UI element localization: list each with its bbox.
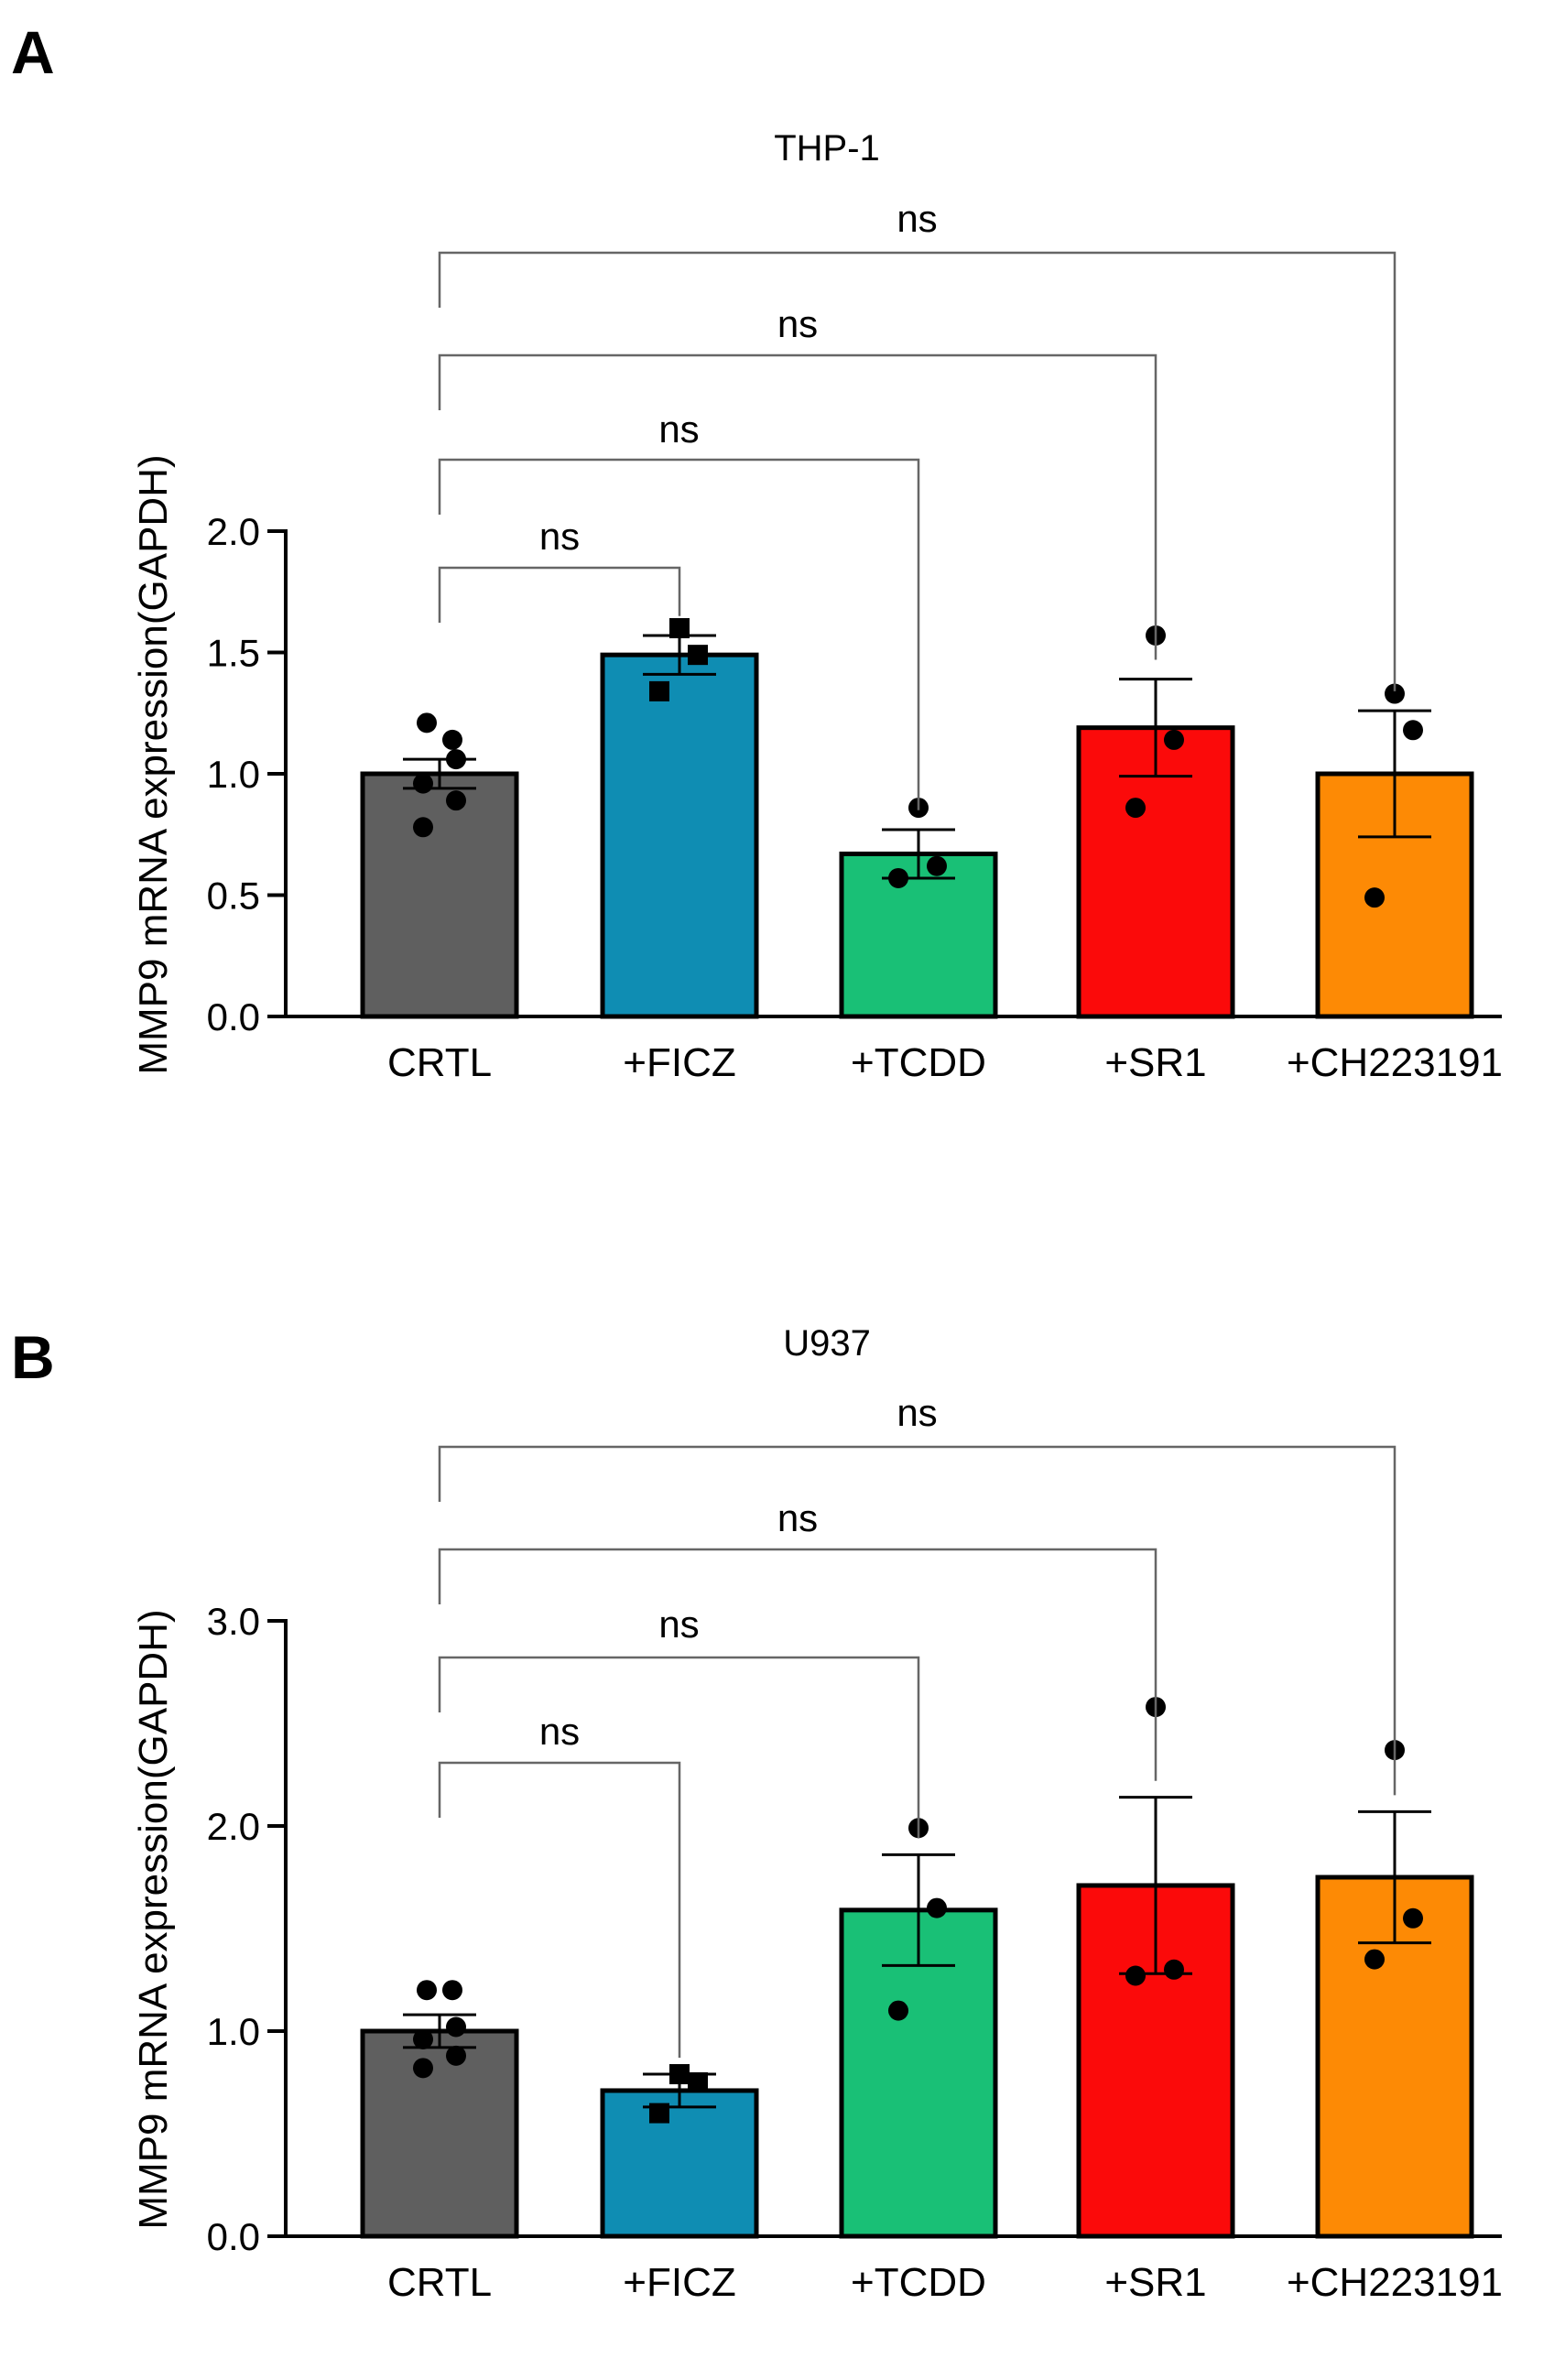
significance-label: ns — [539, 1710, 580, 1753]
y-tick-label: 2.0 — [207, 1805, 260, 1848]
data-point — [1364, 887, 1385, 908]
data-point — [442, 1980, 462, 2001]
data-point — [446, 790, 466, 811]
data-point — [1164, 729, 1184, 750]
data-point — [649, 2103, 669, 2124]
y-tick-label: 0.0 — [207, 995, 260, 1038]
y-tick-label: 2.0 — [207, 510, 260, 553]
y-tick-label: 1.5 — [207, 632, 260, 675]
data-point — [446, 2045, 466, 2066]
y-axis-label: MMP9 mRNA expression(GAPDH) — [131, 454, 176, 1074]
significance-bracket — [438, 1445, 1397, 1796]
significance-bracket — [438, 251, 1397, 691]
significance-bracket — [438, 1761, 681, 2059]
significance-label: ns — [897, 197, 937, 240]
data-point — [669, 2064, 690, 2085]
x-tick-label: +FICZ — [623, 1040, 735, 1085]
data-point — [1385, 683, 1405, 704]
x-tick-label: +TCDD — [851, 1040, 986, 1085]
significance-label: ns — [777, 302, 818, 345]
chart-title: THP-1 — [774, 128, 880, 168]
significance-label: ns — [658, 408, 699, 451]
data-point — [413, 817, 433, 838]
significance-bracket — [438, 458, 920, 810]
data-point — [417, 712, 437, 734]
significance-bracket — [438, 353, 1157, 660]
x-tick-label: +TCDD — [851, 2260, 986, 2305]
data-point — [413, 2058, 433, 2079]
significance-label: ns — [539, 515, 580, 558]
x-tick-label: +SR1 — [1104, 2260, 1206, 2305]
data-point — [1403, 1907, 1423, 1929]
data-point — [413, 2028, 433, 2049]
data-point — [1364, 1949, 1385, 1970]
data-point — [688, 2072, 708, 2092]
panel-label: B — [11, 1323, 55, 1391]
panel-label: A — [11, 18, 55, 86]
y-tick-label: 3.0 — [207, 1600, 260, 1643]
bar-tcdd — [839, 851, 998, 1019]
significance-label: ns — [658, 1603, 699, 1646]
significance-label: ns — [897, 1391, 937, 1434]
chart-title: U937 — [783, 1323, 871, 1364]
data-point — [1125, 1965, 1146, 1986]
x-tick-label: CRTL — [387, 1040, 492, 1085]
bar-crtl — [360, 2028, 519, 2239]
bar-ficz — [600, 652, 759, 1019]
y-tick-label: 1.0 — [207, 2010, 260, 2053]
data-point — [649, 680, 669, 701]
data-point — [446, 749, 466, 770]
significance-label: ns — [777, 1496, 818, 1539]
y-tick-label: 0.5 — [207, 875, 260, 918]
data-point — [1164, 1959, 1184, 1980]
data-point — [927, 1897, 947, 1918]
panel-b: B U937 MMP9 mRNA expression(GAPDH) 0.0 1.0 2.… — [11, 1323, 1503, 2305]
x-tick-label: +FICZ — [623, 2260, 735, 2305]
x-tick-label: CRTL — [387, 2260, 492, 2305]
data-point — [888, 2000, 908, 2021]
x-tick-label: +CH223191 — [1287, 2260, 1503, 2305]
bar-ficz — [600, 2088, 759, 2239]
significance-bracket — [438, 1548, 1157, 1781]
panel-a: A THP-1 MMP9 mRNA expression(GAPDH) 0.0 0.5 1… — [11, 18, 1503, 1085]
data-point — [888, 867, 908, 888]
data-point — [442, 729, 462, 750]
y-tick-label: 1.0 — [207, 753, 260, 796]
data-point — [927, 855, 947, 876]
bar-crtl — [360, 771, 519, 1019]
data-point — [413, 773, 433, 794]
y-axis-label: MMP9 mRNA expression(GAPDH) — [131, 1609, 176, 2229]
data-point — [688, 645, 708, 666]
x-tick-label: +SR1 — [1104, 1040, 1206, 1085]
significance-bracket — [438, 1656, 920, 1839]
x-tick-label: +CH223191 — [1287, 1040, 1503, 1085]
data-point — [1403, 720, 1423, 741]
data-point — [1125, 798, 1146, 819]
data-point — [669, 618, 690, 638]
y-tick-label: 0.0 — [207, 2215, 260, 2258]
data-point — [417, 1980, 437, 2001]
data-point — [446, 2016, 466, 2038]
significance-bracket — [438, 566, 681, 623]
